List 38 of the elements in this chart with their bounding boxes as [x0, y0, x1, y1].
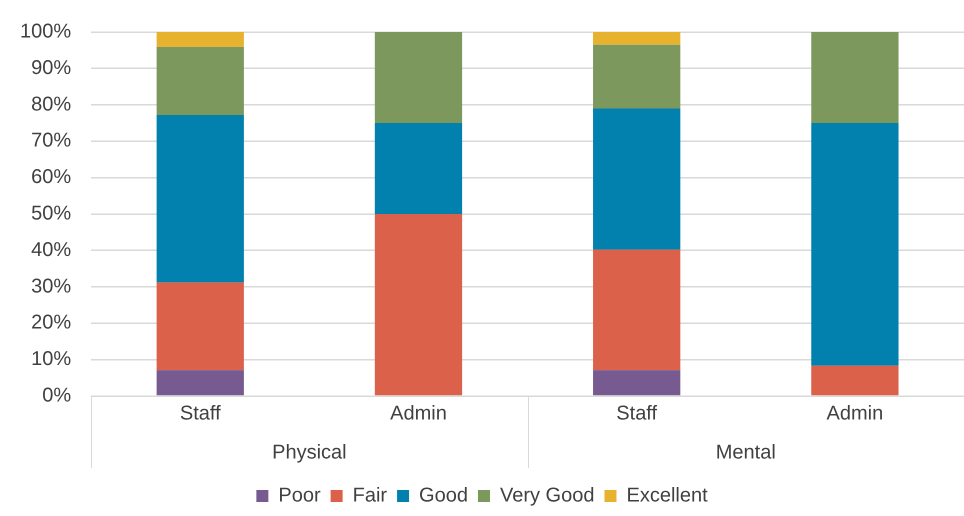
- y-tick-label: 90%: [31, 56, 72, 79]
- y-tick-label: 50%: [31, 202, 72, 225]
- legend-label: Very Good: [500, 484, 594, 507]
- bar: [811, 32, 899, 123]
- bar: [593, 250, 680, 370]
- legend-label: Fair: [352, 484, 388, 507]
- bar: [593, 108, 680, 250]
- y-tick-label: 0%: [42, 384, 72, 407]
- bar: [156, 46, 244, 115]
- legend-label: Poor: [278, 484, 321, 507]
- bar: [156, 114, 244, 282]
- bar: [156, 282, 244, 370]
- y-tick-label: 10%: [31, 348, 72, 370]
- bar: [156, 32, 244, 47]
- bar: [811, 123, 899, 366]
- bar: [593, 32, 680, 45]
- x-tick-label: Admin: [390, 402, 447, 425]
- text: Physical: [272, 442, 347, 464]
- bar: [593, 370, 680, 396]
- y-tick-label: 70%: [31, 130, 72, 152]
- y-tick-label: 30%: [31, 275, 72, 298]
- x-tick-label: Staff: [616, 402, 658, 425]
- x-tick-label: Admin: [826, 402, 884, 425]
- legend-label: Good: [419, 484, 468, 507]
- y-tick-label: 40%: [31, 238, 72, 261]
- y-tick-label: 80%: [31, 93, 72, 116]
- x-tick-label: Staff: [180, 402, 222, 425]
- bar: [811, 366, 899, 396]
- y-tick-label: 100%: [20, 20, 72, 43]
- legend-label: Excellent: [626, 484, 708, 507]
- bar: [374, 214, 462, 396]
- bar: [593, 44, 680, 108]
- bar: [374, 32, 462, 123]
- bar: [374, 123, 462, 214]
- text: Mental: [716, 442, 776, 464]
- bar: [156, 370, 244, 396]
- y-tick-label: 60%: [31, 166, 72, 188]
- y-tick-label: 20%: [31, 312, 72, 334]
